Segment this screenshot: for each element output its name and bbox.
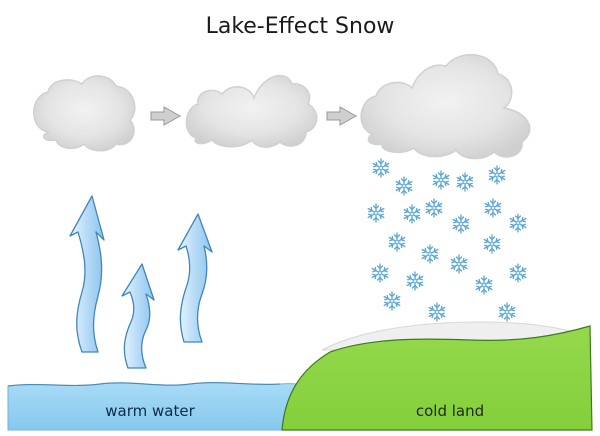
arrow-right-icon — [150, 106, 182, 126]
snowflake-icon — [456, 172, 474, 192]
snowflake-icon — [367, 203, 385, 223]
snowflake-icon — [483, 234, 501, 254]
snowflake-icon — [421, 244, 439, 264]
snowflake-icon — [452, 214, 470, 234]
cloud-icon — [185, 74, 318, 148]
snowflake-icon — [509, 213, 527, 233]
snowflake-icon — [428, 302, 446, 322]
snowflake-icon — [488, 165, 506, 185]
rising-air-arrow-icon — [177, 213, 213, 343]
snowflake-icon — [509, 263, 527, 283]
snowflake-icon — [406, 271, 424, 291]
snowflake-icon — [372, 158, 390, 178]
snowflake-group — [367, 158, 527, 322]
arrow-right-icon — [326, 106, 358, 126]
snowflake-icon — [388, 232, 406, 252]
snowflake-icon — [432, 170, 450, 190]
snowflake-icon — [475, 275, 493, 295]
snowflake-icon — [425, 198, 443, 218]
cloud-icon — [33, 75, 136, 152]
snowflake-icon — [484, 198, 502, 218]
snowflake-icon — [450, 254, 468, 274]
rising-air-arrow-icon — [69, 195, 105, 353]
land-body — [281, 325, 593, 431]
snowflake-icon — [383, 291, 401, 311]
cloud-icon — [360, 53, 531, 160]
snowflake-icon — [498, 302, 516, 322]
snowflake-icon — [403, 204, 421, 224]
snowflake-icon — [395, 176, 413, 196]
rising-air-arrow-icon — [121, 263, 155, 369]
water-label: warm water — [105, 402, 195, 420]
snowflake-icon — [371, 263, 389, 283]
diagram-title: Lake-Effect Snow — [205, 14, 395, 39]
land-label: cold land — [415, 402, 485, 420]
